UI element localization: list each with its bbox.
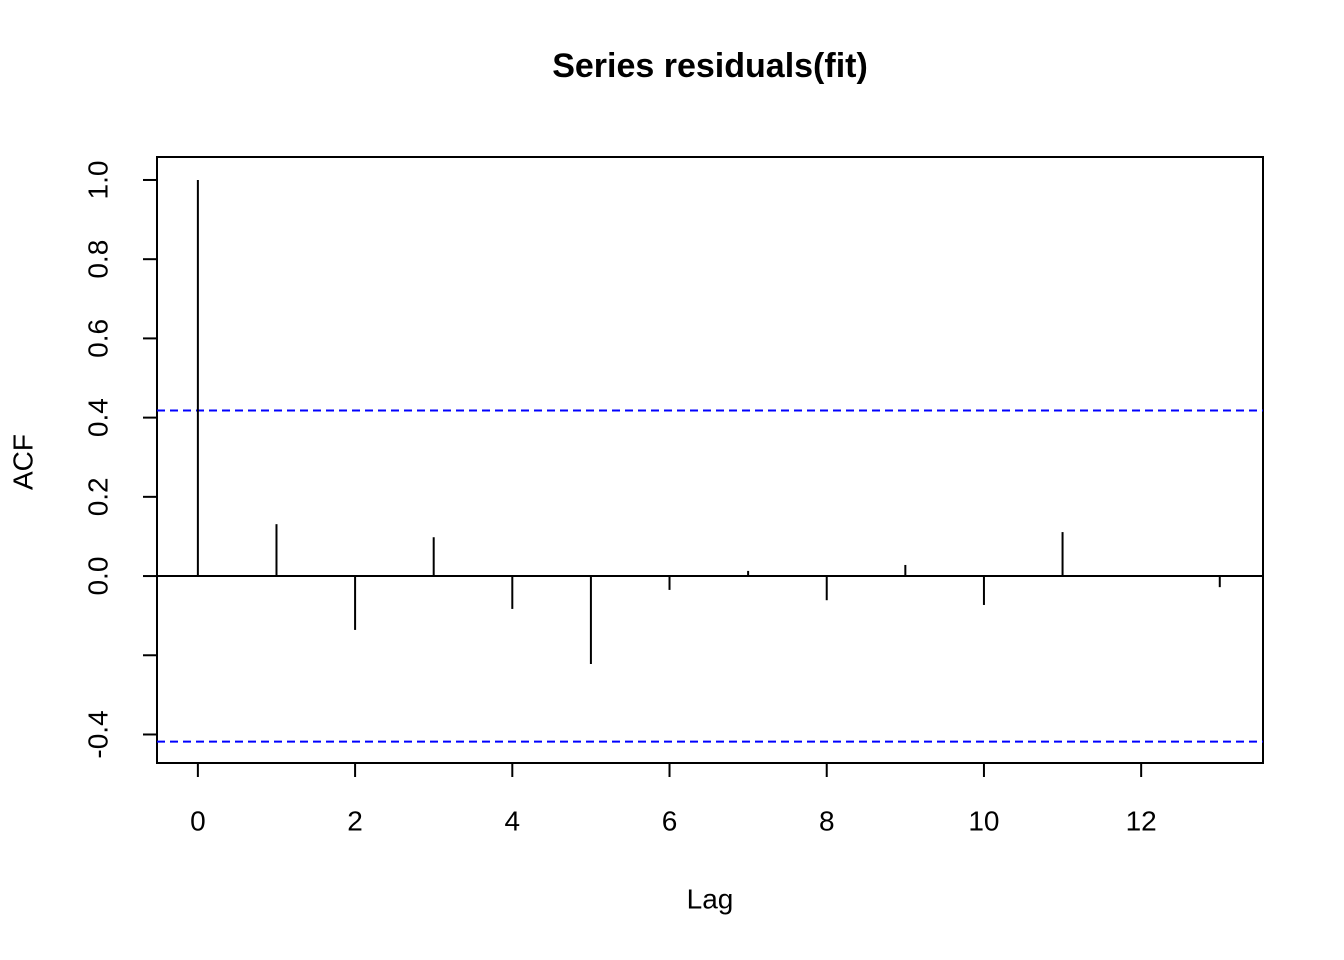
y-axis-label: ACF <box>7 434 38 490</box>
y-tick-label: 0.8 <box>82 240 113 279</box>
x-tick-label: 12 <box>1126 805 1157 836</box>
x-tick-label: 0 <box>190 805 206 836</box>
y-tick-label: 0.0 <box>82 557 113 596</box>
x-tick-label: 10 <box>968 805 999 836</box>
y-tick-label: -0.4 <box>82 710 113 758</box>
x-tick-label: 8 <box>819 805 835 836</box>
x-tick-label: 4 <box>505 805 521 836</box>
x-tick-label: 6 <box>662 805 678 836</box>
y-tick-label: 1.0 <box>82 161 113 200</box>
plot-frame <box>156 156 1264 764</box>
y-tick-label: 0.6 <box>82 319 113 358</box>
y-tick-label: 0.2 <box>82 477 113 516</box>
chart-title: Series residuals(fit) <box>552 47 868 85</box>
y-tick-label: 0.4 <box>82 398 113 437</box>
x-axis-label: Lag <box>687 883 734 914</box>
x-tick-label: 2 <box>347 805 363 836</box>
